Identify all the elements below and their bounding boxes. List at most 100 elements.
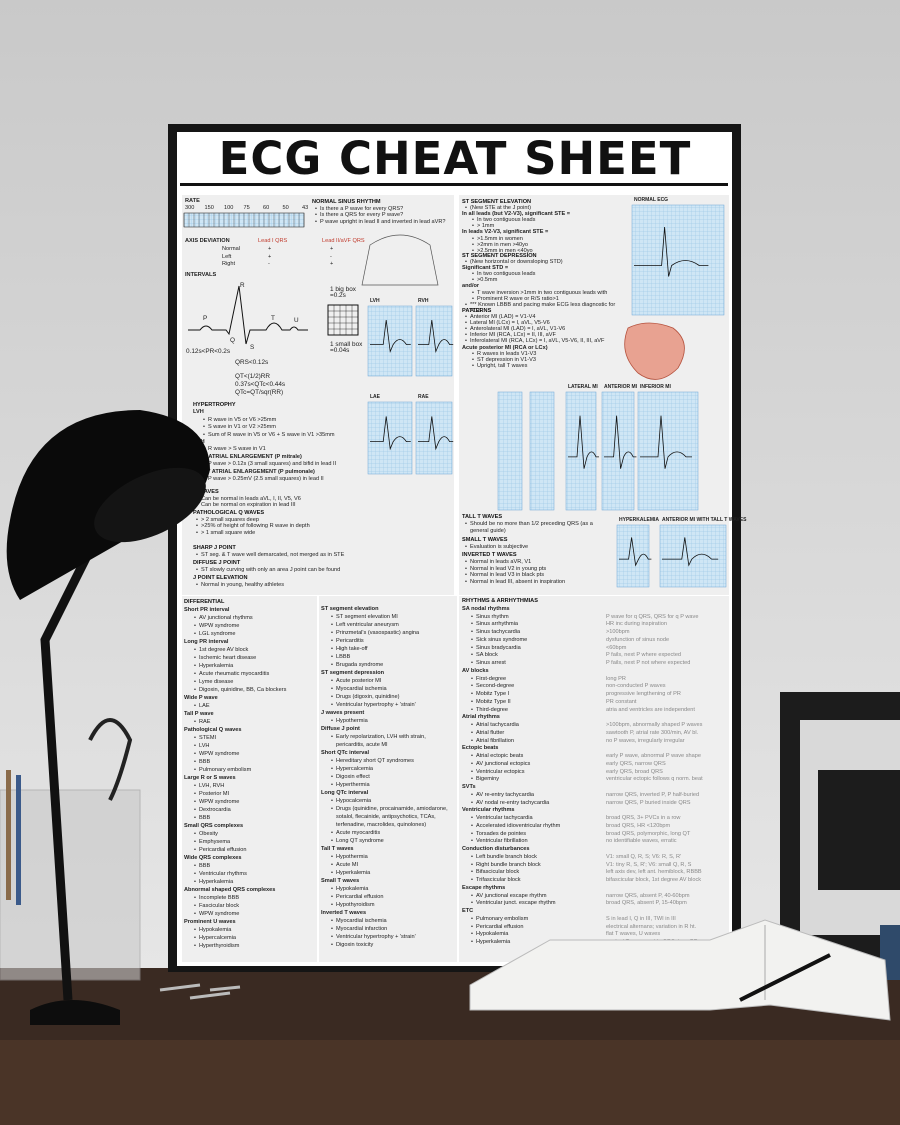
- rhythm-name: Torsades de pointes: [462, 831, 606, 839]
- bullet-item: RAE: [184, 718, 314, 726]
- bullet-item: > 1 small square wide: [193, 530, 383, 537]
- rhythm-description: non-conducted P waves: [606, 683, 666, 690]
- bullet-item: Digoxin effect: [321, 773, 455, 781]
- label: 43: [302, 205, 309, 211]
- label: 1 big box =0.2s: [330, 286, 356, 300]
- rhythm-description: bifascicular block, 1st degree AV block: [606, 877, 702, 883]
- rhythm-name: Sinus tachycardia: [462, 629, 606, 637]
- bullet-item: ST slowly curving with only an area J po…: [193, 567, 378, 574]
- bullet-item: Hypothermia: [321, 717, 455, 725]
- label: RATE: [185, 198, 200, 204]
- ecg-trace: [370, 319, 411, 354]
- bullet-item: (New horizontal or downsloping STD): [462, 259, 627, 265]
- ecg-trace: [662, 537, 719, 567]
- picture-frame-art: [818, 770, 900, 890]
- rhythm-name: AV re-entry tachycardia: [462, 792, 606, 800]
- label: 50: [282, 205, 289, 211]
- group-label: In leads V2-V3, significant STE =: [462, 229, 549, 236]
- label: Lead I QRS: [258, 238, 288, 244]
- group-label: Short PR interval: [184, 607, 230, 613]
- bullet-item: Upright, tall T waves: [462, 363, 622, 369]
- rhythm-description: electrical alternans; variation in R ht.: [606, 923, 697, 930]
- rhythm-name: Sinus rhythm: [462, 614, 606, 622]
- bullet-item: Hyperkalemia: [184, 662, 314, 670]
- label: Right: [222, 261, 236, 267]
- rhythm-description: long PR: [606, 675, 626, 682]
- bullet-item: P wave > 0.25mV (2.5 small squares) in l…: [193, 476, 368, 483]
- label: NORMAL ECG: [634, 197, 669, 203]
- bullet-item: >0.5mm: [462, 277, 627, 283]
- bullet-item: Normal in leads aVR, V1: [462, 559, 612, 566]
- bullet-item: BBB: [184, 758, 314, 766]
- group-label: Atrial rhythms: [462, 714, 500, 721]
- rhythm-description: early QRS, broad QRS: [606, 768, 663, 775]
- rhythm-name: Atrial fibrillation: [462, 738, 606, 746]
- bullet-item: Can be normal on expiration in lead III: [193, 502, 383, 509]
- bullet-item: Incomplete BBB: [184, 894, 314, 902]
- label: 75: [243, 205, 250, 211]
- bullet-item: In two contiguous leads: [462, 217, 627, 223]
- bullet-item: WPW syndrome: [184, 798, 314, 806]
- rhythm-description: >100bpm: [606, 629, 630, 635]
- rhythm-name: Ventricular fibrillation: [462, 838, 606, 846]
- label: ANTERIOR MI: [604, 384, 638, 390]
- group-label: Large R or S waves: [184, 775, 236, 781]
- torso-illustration: [361, 234, 439, 286]
- rhythm-description: >100bpm, abnormally shaped P waves: [606, 722, 703, 728]
- bullet-item: Hypocalcemia: [321, 797, 455, 805]
- label: -: [268, 261, 270, 267]
- label: +: [268, 246, 272, 252]
- rhythm-description: no identifiable waves, erratic: [606, 838, 677, 845]
- bullet-item: Should be no more than 1/2 preceding QRS…: [462, 521, 612, 535]
- bullet-item: WPW syndrome: [184, 750, 314, 758]
- bullet-item: Acute rheumatic myocarditis: [184, 670, 314, 678]
- poster-title: ECG CHEAT SHEET: [218, 132, 692, 185]
- section: TALL T WAVESShould be no more than 1/2 p…: [462, 514, 612, 534]
- rhythm-name: Sinus arrhythmia: [462, 621, 606, 629]
- rhythm-description: broad QRS, absent P, 15-40bpm: [606, 900, 687, 907]
- label: Q: [230, 337, 235, 344]
- bullet-item: Ischemic heart disease: [184, 654, 314, 662]
- section: Q WAVESCan be normal in leads aVL, I, II…: [193, 489, 383, 509]
- section: ST segment elevationST segment elevation…: [321, 605, 455, 949]
- group-label: Pathological Q waves: [184, 727, 242, 733]
- rhythm-name: Bigeminy: [462, 776, 606, 784]
- group-label: ST segment elevation: [321, 606, 379, 612]
- rhythm-name: Sick sinus syndrome: [462, 637, 606, 645]
- bullet-item: >25% of height of following R wave in de…: [193, 523, 383, 530]
- group-label: ETC: [462, 908, 474, 914]
- rhythm-name: AV nodal re-entry tachycardia: [462, 800, 606, 808]
- bullet-item: WPW syndrome: [184, 910, 314, 918]
- rhythm-description: left axis dev, left ant. hemiblock, RBBB: [606, 869, 702, 876]
- section: DIFFERENTIAL Short PR intervalAV junction…: [184, 598, 314, 950]
- label: R: [240, 282, 245, 289]
- group-label: Wide QRS complexes: [184, 855, 242, 861]
- bullet-item: T wave inversion >1mm in two contiguous …: [462, 290, 627, 296]
- section-heading: ST SEGMENT ELEVATION: [462, 199, 532, 205]
- group-label: Small T waves: [321, 878, 360, 884]
- group-label: Ectopic beats: [462, 745, 499, 752]
- bullet-item: R waves in leads V1-V3: [462, 351, 622, 357]
- bullet-item: Dextrocardia: [184, 806, 314, 814]
- bullet-item: R wave > S wave in V1: [193, 446, 368, 453]
- bullet-item: P wave > 0.12s (3 small squares) and bif…: [193, 461, 368, 468]
- bullet-item: Lateral MI (LCx) = I, aVL, V5-V6: [462, 320, 622, 326]
- bullet-item: Hyperthyroidism: [184, 942, 314, 950]
- ecg-strip: [659, 524, 727, 588]
- bullet-item: Obesity: [184, 830, 314, 838]
- section: PATHOLOGICAL Q WAVES> 2 small squares de…: [193, 510, 383, 536]
- rhythm-description: narrow QRS, inverted P, P half-buried: [606, 791, 700, 798]
- bullet-item: WPW syndrome: [184, 622, 314, 630]
- rhythm-description: peaked T waves, wide QRS, long PR: [606, 939, 698, 945]
- label: -: [330, 253, 332, 260]
- section-heading: PATHOLOGICAL Q WAVES: [193, 510, 265, 516]
- bullet-item: Hypercalcemia: [184, 934, 314, 942]
- label: +: [268, 253, 272, 260]
